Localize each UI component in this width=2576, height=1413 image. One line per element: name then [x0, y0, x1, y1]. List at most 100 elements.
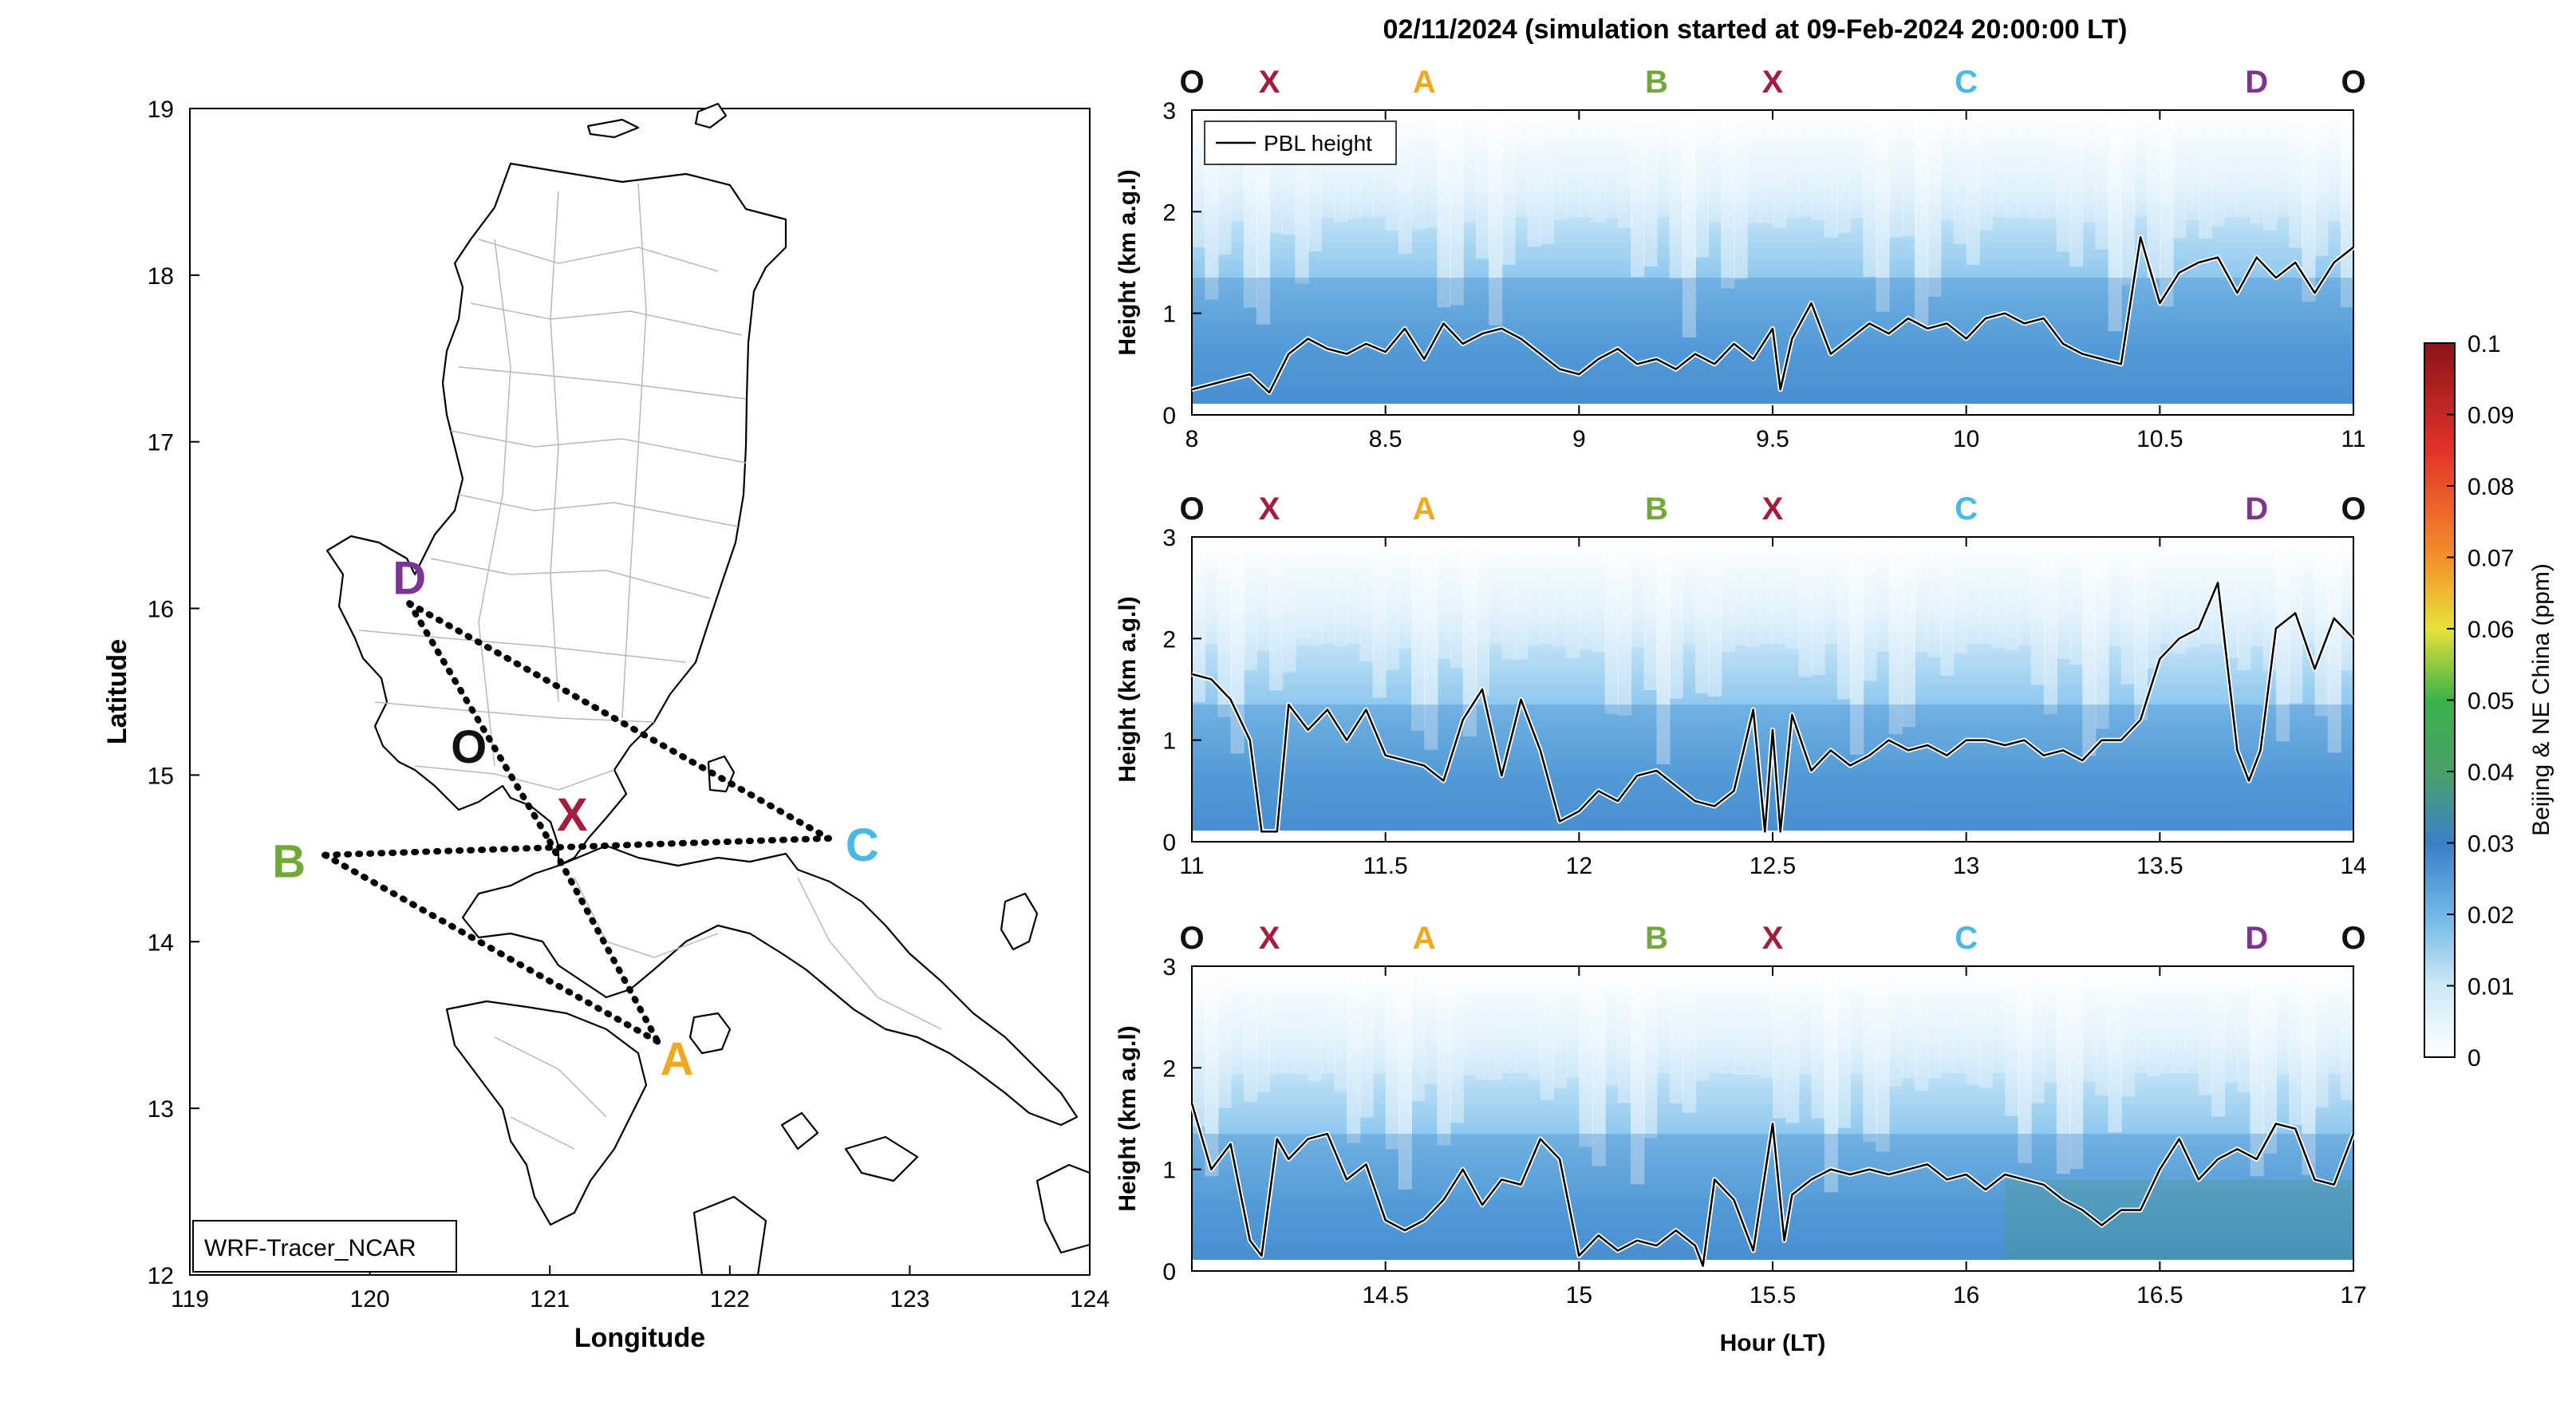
curtain-3-site-mark-C: C	[1955, 921, 1978, 956]
curtain-1-y-tick-label: 1	[1162, 302, 1176, 328]
curtain-2-y-tick-label: 3	[1162, 525, 1176, 551]
catanduanes-outline	[1000, 892, 1039, 951]
curtain-3: 14.5 15 15.5 16 16.5 17 0 1 2 3 Height (km a.g.l) O…	[1114, 921, 2367, 1308]
track-leg-D-X	[406, 600, 554, 845]
map-site-D: D	[393, 552, 426, 604]
colorbar-tick-label: 0.03	[2468, 831, 2514, 858]
curtain-1-y-tick-label: 3	[1162, 98, 1176, 124]
curtain-1-site-mark-B: B	[1645, 65, 1668, 100]
track-leg-B-A	[322, 851, 661, 1045]
curtain-1-y-tick-label: 2	[1162, 199, 1176, 226]
north-islet-2	[694, 102, 728, 129]
curtain-3-site-mark-X: X	[1762, 921, 1784, 956]
map-x-tick-label: 119	[171, 1286, 209, 1312]
curtain-3-site-mark-O: O	[2341, 921, 2365, 956]
colorbar-tick-label: 0.04	[2468, 760, 2514, 786]
colorbar-tick-label: 0.01	[2468, 974, 2514, 1001]
curtain-2-site-mark-X: X	[1259, 491, 1280, 527]
curtain-1-pbl-line	[1191, 235, 2354, 394]
curtain-2-pbl-line	[1191, 582, 2354, 833]
curtain-3-site-mark-B: B	[1645, 921, 1668, 956]
map-y-tick-label: 14	[148, 930, 174, 956]
colorbar-tick-label: 0.06	[2468, 617, 2514, 643]
colorbar-tick-label: 0	[2468, 1045, 2481, 1072]
map-x-tick-label: 121	[530, 1286, 570, 1312]
curtain-1-x-tick-label: 11	[2341, 426, 2365, 452]
track-leg-X-A	[546, 838, 661, 1045]
curtain-1-site-mark-X: X	[1259, 65, 1280, 100]
southern-luzon-outline	[461, 844, 1079, 1127]
curtain-3-x-tick-label: 16.5	[2136, 1282, 2183, 1308]
map-site-A: A	[661, 1034, 694, 1086]
province-boundaries	[358, 183, 942, 1150]
curtain-1-x-tick-label: 10.5	[2136, 426, 2183, 452]
curtain-1-site-mark-D: D	[2245, 65, 2268, 100]
curtain-2-site-mark-C: C	[1955, 491, 1978, 527]
curtain-1-site-mark-A: A	[1413, 65, 1436, 100]
curtain-2-y-tick-label: 0	[1162, 830, 1176, 856]
curtain-2-site-mark-A: A	[1413, 491, 1436, 527]
curtain-2-site-mark-O: O	[1179, 491, 1204, 527]
curtain-3-x-tick-label: 15	[1566, 1282, 1592, 1308]
track-leg-D-C	[406, 600, 832, 842]
north-islet-1	[586, 118, 640, 139]
curtain-2-site-mark-D: D	[2245, 491, 2268, 527]
curtain-2-site-mark-B: B	[1645, 491, 1668, 527]
curtain-1-y-axis-label: Height (km a.g.l)	[1114, 169, 1141, 355]
curtain-1-site-mark-O: O	[2341, 65, 2365, 100]
curtain-3-y-tick-label: 1	[1162, 1158, 1176, 1184]
marinduque-outline	[688, 1012, 732, 1055]
curtain-3-y-tick-label: 2	[1162, 1056, 1176, 1082]
curtain-3-pbl-line	[1190, 1103, 2355, 1267]
curtain-3-site-mark-X: X	[1259, 921, 1280, 956]
curtain-1-concentration-field	[1192, 110, 2353, 415]
curtain-2-y-tick-label: 2	[1162, 626, 1176, 653]
map-x-tick-label: 122	[710, 1286, 750, 1312]
map-y-tick-label: 15	[148, 763, 174, 789]
colorbar-tick-label: 0.1	[2468, 331, 2501, 357]
curtain-1-site-mark-C: C	[1955, 65, 1978, 100]
colorbar-tick-label: 0.07	[2468, 546, 2514, 572]
curtain-3-x-tick-label: 15.5	[1750, 1282, 1796, 1308]
curtain-1-x-tick-label: 8.5	[1369, 426, 1402, 452]
curtain-3-x-tick-label: 17	[2340, 1282, 2366, 1308]
map-site-X: X	[557, 789, 588, 841]
colorbar-tick-label: 0.02	[2468, 902, 2514, 929]
curtain-2-x-tick-label: 12	[1566, 853, 1592, 879]
flight-track	[322, 600, 832, 1045]
colorbar-ticks: 0 0.01 0.02 0.03 0.04 0.05 0.06 0.07 0.08 0.09 0.1	[2447, 331, 2514, 1072]
colorbar: 0 0.01 0.02 0.03 0.04 0.05 0.06 0.07 0.08 0.09 0.1…	[2424, 331, 2554, 1072]
panay-outline	[692, 1195, 767, 1277]
curtain-2-x-tick-label: 12.5	[1750, 853, 1796, 879]
curtain-1-x-tick-label: 8	[1185, 426, 1199, 452]
curtain-1-x-tick-label: 9	[1572, 426, 1586, 452]
map-x-tick-label: 123	[890, 1286, 929, 1312]
model-label-text: WRF-Tracer_NCAR	[204, 1235, 416, 1261]
curtain-1-site-mark-O: O	[1179, 65, 1204, 100]
colorbar-label: Beijing & NE China (ppm)	[2528, 563, 2554, 836]
map-x-axis-label: Longitude	[574, 1323, 705, 1353]
map-y-ticks: 12 13 14 15 16 17 18 19	[148, 97, 199, 1289]
map-y-tick-label: 17	[148, 430, 174, 456]
curtain-3-site-mark-D: D	[2245, 921, 2268, 956]
curtain-3-concentration-field	[1192, 966, 2353, 1271]
map-site-C: C	[846, 819, 879, 871]
curtain-2-x-tick-label: 13	[1953, 853, 1979, 879]
curtain-3-x-tick-label: 14.5	[1362, 1282, 1408, 1308]
curtain-2-site-mark-O: O	[2341, 491, 2365, 527]
curtain-2-site-mark-X: X	[1762, 491, 1784, 527]
map-site-O: O	[451, 721, 487, 773]
masbate-outline	[844, 1135, 919, 1182]
figure-title: 02/11/2024 (simulation started at 09-Feb…	[1383, 14, 2128, 45]
map-site-B: B	[272, 836, 306, 888]
curtain-3-y-tick-label: 3	[1162, 954, 1176, 981]
curtain-2-y-axis-label: Height (km a.g.l)	[1114, 596, 1141, 782]
samar-outline	[1036, 1163, 1091, 1254]
map-y-axis-label: Latitude	[102, 639, 132, 744]
curtain-3-y-tick-label: 0	[1162, 1259, 1176, 1285]
burias-outline	[780, 1111, 819, 1151]
mindoro-outline	[445, 1000, 648, 1226]
map-panel: D O X B C A 119 120 121 122 123 124 12 13 14 15 16 17 18…	[102, 97, 1110, 1353]
